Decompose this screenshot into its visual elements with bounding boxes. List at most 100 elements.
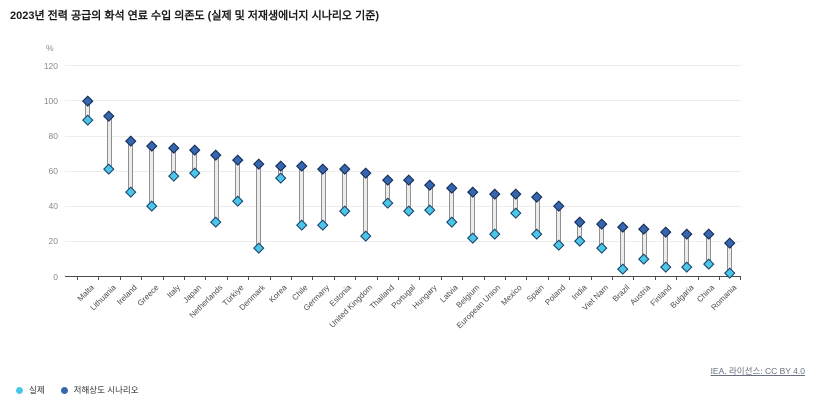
- marker-scenario-Korea[interactable]: [274, 160, 286, 171]
- marker-scenario-Ireland[interactable]: [125, 135, 136, 147]
- marker-actual-Denmark[interactable]: [253, 242, 265, 254]
- marker-actual-Netherlands[interactable]: [210, 216, 222, 227]
- x-axis-tick: [77, 276, 78, 280]
- marker-actual-Mexico[interactable]: [510, 207, 521, 219]
- x-axis-tick: [141, 276, 143, 280]
- x-axis-tick: [612, 276, 613, 280]
- x-axis-tick: [355, 276, 357, 280]
- x-tick-label-Austria: Austria: [628, 283, 653, 307]
- range-bar-Germany[interactable]: [320, 168, 326, 226]
- x-axis-tick: [291, 276, 292, 280]
- marker-scenario-India[interactable]: [574, 216, 586, 227]
- marker-scenario-Portugal[interactable]: [403, 174, 414, 185]
- marker-actual-India[interactable]: [574, 235, 586, 247]
- marker-scenario-Denmark[interactable]: [253, 158, 265, 169]
- y-tick-label-20: 20: [48, 236, 58, 247]
- marker-scenario-Hungary[interactable]: [424, 179, 436, 190]
- chart-title: 2023년 전력 공급의 화석 연료 수입 의존도 (실제 및 저재생에너지 시…: [10, 10, 380, 22]
- marker-actual-China[interactable]: [702, 258, 714, 270]
- marker-scenario-Austria[interactable]: [638, 223, 650, 234]
- x-axis-tick: [440, 276, 442, 280]
- x-tick-label-Spain: Spain: [524, 283, 546, 304]
- range-bar-Lithuania[interactable]: [106, 116, 112, 169]
- marker-actual-Austria[interactable]: [638, 253, 650, 264]
- range-bar-Chile[interactable]: [299, 165, 305, 226]
- marker-scenario-Netherlands[interactable]: [210, 149, 222, 161]
- marker-scenario-Finland[interactable]: [660, 226, 671, 238]
- x-axis-tick: [398, 276, 399, 280]
- marker-scenario-Poland[interactable]: [553, 200, 564, 212]
- marker-scenario-Mexico[interactable]: [510, 188, 521, 199]
- legend-label-actual: 실제: [29, 385, 45, 395]
- x-axis-tick: [719, 276, 720, 280]
- marker-scenario-Malta[interactable]: [82, 95, 93, 106]
- marker-scenario-Germany[interactable]: [317, 163, 329, 175]
- range-bar-Belgium[interactable]: [470, 191, 476, 238]
- marker-actual-Korea[interactable]: [274, 172, 286, 183]
- range-bar-Ireland[interactable]: [128, 140, 133, 192]
- marker-scenario-Bulgaria[interactable]: [681, 228, 693, 240]
- legend: 실제 저해상도 시나리오: [16, 384, 139, 396]
- marker-actual-Estonia[interactable]: [339, 205, 350, 217]
- marker-actual-Brazil[interactable]: [617, 263, 628, 275]
- marker-scenario-Estonia[interactable]: [339, 163, 350, 175]
- marker-actual-Türkiye[interactable]: [232, 195, 243, 206]
- marker-scenario-Türkiye[interactable]: [232, 154, 243, 166]
- x-axis-tick: [547, 276, 549, 280]
- x-axis-tick: [205, 276, 207, 280]
- marker-actual-Italy[interactable]: [167, 170, 179, 182]
- marker-scenario-Viet Nam[interactable]: [595, 218, 607, 229]
- y-tick-label-100: 100: [43, 95, 58, 106]
- marker-actual-United Kingdom[interactable]: [360, 230, 372, 241]
- iea-license-link[interactable]: IEA. 라이선스: CC BY 4.0: [710, 366, 805, 376]
- marker-actual-Spain[interactable]: [531, 228, 543, 240]
- x-axis-tick: [654, 276, 656, 280]
- marker-scenario-China[interactable]: [702, 228, 714, 240]
- marker-scenario-Romania[interactable]: [724, 237, 735, 248]
- marker-actual-Japan[interactable]: [189, 167, 200, 178]
- marker-scenario-Spain[interactable]: [531, 191, 543, 203]
- x-axis-tick: [697, 276, 699, 280]
- gridline-20: [65, 240, 741, 242]
- marker-actual-Portugal[interactable]: [403, 205, 414, 217]
- marker-actual-Viet Nam[interactable]: [595, 242, 607, 254]
- marker-scenario-European Union[interactable]: [488, 188, 500, 199]
- marker-actual-Finland[interactable]: [660, 261, 671, 273]
- marker-actual-Chile[interactable]: [296, 219, 307, 231]
- marker-scenario-Chile[interactable]: [296, 160, 307, 171]
- marker-actual-Greece[interactable]: [146, 200, 158, 212]
- x-axis-tick: [419, 276, 421, 280]
- marker-actual-Malta[interactable]: [82, 114, 93, 126]
- marker-scenario-United Kingdom[interactable]: [360, 167, 372, 178]
- marker-actual-Bulgaria[interactable]: [681, 261, 693, 273]
- marker-actual-Ireland[interactable]: [125, 186, 136, 198]
- legend-item-actual[interactable]: 실제: [16, 384, 45, 396]
- y-axis-unit-label: %: [46, 43, 54, 53]
- x-tick-label-Mexico: Mexico: [499, 283, 525, 308]
- marker-scenario-Greece[interactable]: [146, 140, 158, 152]
- range-bar-United Kingdom[interactable]: [363, 172, 369, 236]
- range-bar-Denmark[interactable]: [256, 163, 262, 248]
- marker-scenario-Thailand[interactable]: [381, 174, 393, 185]
- gridline-40: [65, 205, 741, 207]
- gridline-80: [65, 135, 741, 137]
- marker-scenario-Japan[interactable]: [189, 144, 200, 155]
- marker-scenario-Belgium[interactable]: [467, 186, 479, 198]
- y-tick-label-60: 60: [48, 166, 58, 177]
- marker-scenario-Latvia[interactable]: [446, 182, 457, 194]
- marker-actual-Germany[interactable]: [317, 219, 329, 231]
- marker-scenario-Brazil[interactable]: [617, 221, 628, 233]
- marker-scenario-Italy[interactable]: [167, 142, 179, 154]
- legend-item-scenario[interactable]: 저해상도 시나리오: [60, 384, 139, 396]
- y-tick-label-80: 80: [48, 131, 58, 142]
- x-tick-label-Greece: Greece: [135, 283, 161, 308]
- marker-actual-Lithuania[interactable]: [103, 163, 115, 175]
- marker-actual-European Union[interactable]: [488, 228, 500, 240]
- range-bar-Greece[interactable]: [149, 146, 155, 206]
- marker-actual-Latvia[interactable]: [446, 216, 457, 227]
- x-axis-tick: [162, 276, 164, 280]
- x-axis-tick: [184, 276, 185, 280]
- marker-scenario-Lithuania[interactable]: [103, 110, 115, 122]
- range-bar-Netherlands[interactable]: [213, 154, 219, 222]
